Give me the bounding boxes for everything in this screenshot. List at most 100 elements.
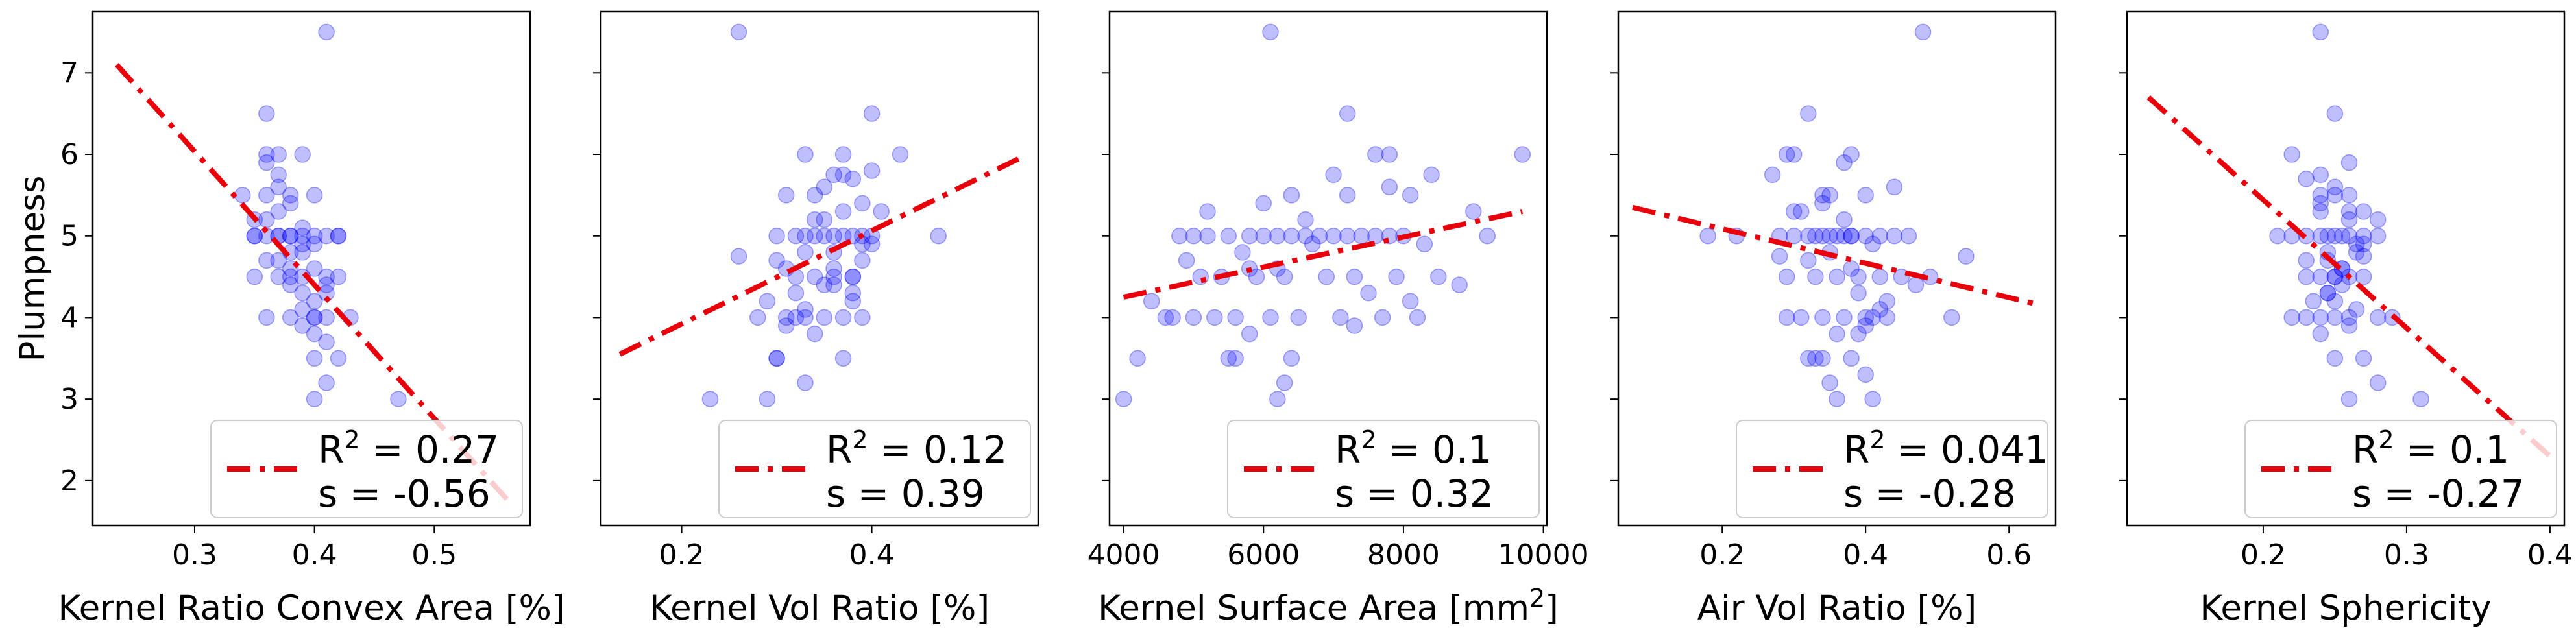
data-point: [294, 146, 311, 163]
data-point: [306, 187, 323, 204]
scatter-points: [2269, 23, 2429, 407]
y-axis-label: Plumpness: [13, 176, 53, 362]
legend-box: [1736, 420, 2048, 518]
data-point: [1800, 227, 1817, 245]
x-axis-label: Air Vol Ratio [%]: [1697, 588, 1976, 628]
data-point: [2319, 284, 2337, 302]
data-point: [2355, 350, 2372, 367]
data-point: [806, 268, 823, 285]
data-point: [1367, 146, 1384, 163]
data-point: [318, 23, 335, 41]
data-point: [1283, 227, 1300, 245]
data-point: [1227, 350, 1244, 367]
data-point: [1199, 227, 1216, 245]
legend-r2-text: R2 = 0.1: [1335, 426, 1492, 472]
data-point: [806, 211, 823, 228]
data-point: [1262, 23, 1279, 41]
data-point: [2326, 309, 2344, 326]
data-point: [2369, 374, 2387, 391]
data-point: [2312, 187, 2329, 204]
data-point: [1800, 350, 1817, 367]
data-point: [258, 105, 275, 122]
data-point: [777, 309, 795, 326]
data-point: [270, 178, 287, 196]
x-tick-label: 0.4: [292, 538, 337, 572]
data-point: [282, 187, 299, 204]
data-point: [1785, 146, 1803, 163]
data-point: [2326, 293, 2344, 310]
data-point: [1402, 293, 1419, 310]
data-point: [1793, 203, 1810, 220]
data-point: [2269, 227, 2286, 245]
data-point: [1850, 284, 1867, 302]
data-point: [294, 301, 311, 318]
data-point: [759, 293, 776, 310]
data-point: [1778, 146, 1795, 163]
data-point: [825, 227, 842, 245]
data-point: [1353, 227, 1370, 245]
data-point: [768, 350, 785, 367]
data-point: [1843, 350, 1860, 367]
data-point: [1764, 166, 1781, 184]
data-point: [797, 301, 814, 318]
data-point: [1143, 293, 1160, 310]
data-point: [844, 268, 862, 285]
data-point: [2333, 227, 2351, 245]
data-point: [1829, 227, 1845, 245]
x-axis-label: Kernel Vol Ratio [%]: [650, 588, 990, 628]
fit-line: [2146, 95, 2552, 459]
x-tick-label: 0.4: [2527, 538, 2573, 572]
legend-r2-text: R2 = 0.27: [318, 426, 499, 472]
data-point: [1814, 227, 1831, 245]
data-point: [282, 309, 299, 326]
data-point: [2340, 154, 2358, 171]
data-point: [2355, 203, 2372, 220]
data-point: [892, 146, 909, 163]
data-point: [1864, 235, 1881, 253]
data-point: [1907, 276, 1925, 293]
data-point: [1325, 227, 1342, 245]
y-tick-label: 6: [60, 138, 79, 171]
data-point: [2312, 166, 2329, 184]
data-point: [2298, 268, 2315, 285]
data-point: [1248, 268, 1265, 285]
data-point: [2312, 309, 2329, 326]
x-tick-label: 8000: [1367, 538, 1440, 572]
legend-box: [718, 420, 1031, 518]
y-tick-label: 2: [60, 465, 79, 498]
data-point: [825, 268, 842, 285]
data-point: [282, 227, 299, 245]
x-tick-label: 0.4: [849, 538, 895, 572]
scatter-points: [1115, 23, 1531, 407]
data-point: [1115, 391, 1132, 407]
x-axis-label: Kernel Ratio Convex Area [%]: [58, 588, 565, 628]
data-point: [1699, 227, 1716, 245]
data-point: [1829, 325, 1845, 343]
fit-line: [114, 63, 515, 507]
x-axis-label: Kernel Surface Area [mm2]: [1098, 584, 1559, 628]
data-point: [1164, 309, 1181, 326]
legend-s-text: s = -0.27: [2352, 472, 2525, 516]
data-point: [1878, 309, 1896, 326]
data-point: [1778, 309, 1795, 326]
data-point: [1843, 227, 1860, 245]
data-point: [270, 252, 287, 269]
scatter-points: [234, 23, 407, 407]
legend-r2-text: R2 = 0.12: [826, 426, 1007, 472]
axes-frame: [91, 10, 531, 527]
data-point: [806, 187, 823, 204]
axes-frame: [2126, 10, 2566, 527]
data-point: [1304, 235, 1321, 253]
data-point: [282, 195, 299, 212]
data-point: [258, 154, 275, 171]
data-point: [1807, 227, 1824, 245]
data-point: [1206, 309, 1223, 326]
data-point: [816, 276, 833, 293]
data-point: [1821, 227, 1838, 245]
data-point: [797, 374, 814, 391]
data-point: [1814, 195, 1831, 212]
data-point: [1409, 309, 1426, 326]
data-point: [1339, 227, 1356, 245]
axes-frame: [1108, 10, 1548, 527]
data-point: [787, 284, 805, 302]
